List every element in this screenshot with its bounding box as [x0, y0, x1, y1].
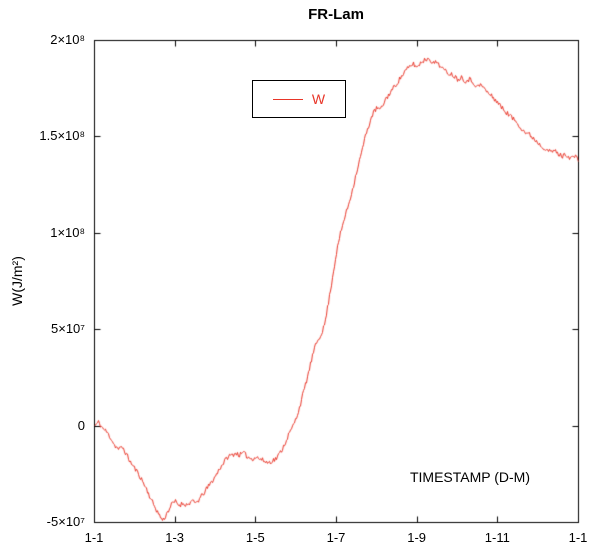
x-tick-label: 1-5 [245, 530, 265, 545]
y-tick-label: 2×10⁸ [50, 32, 85, 47]
chart-title: FR-Lam [308, 6, 364, 23]
legend-series-label: W [311, 91, 326, 107]
y-tick-label: -5×10⁷ [46, 514, 85, 529]
x-axis-label: TIMESTAMP (D-M) [409, 469, 531, 485]
legend-series-line-icon [272, 98, 303, 100]
x-tick-label: 1-1 [84, 530, 104, 545]
y-tick-label: 0 [77, 417, 85, 433]
y-axis-label: W(J/m²) [9, 256, 25, 306]
x-tick-label: 1-1 [568, 530, 588, 545]
y-tick-label: 1×10⁸ [50, 224, 85, 240]
y-tick-label: 5×10⁷ [51, 321, 85, 337]
y-tick-label: 1.5×10⁸ [39, 128, 85, 144]
x-tick-label: 1-9 [407, 530, 427, 545]
x-tick-label: 1-3 [165, 530, 185, 545]
x-tick-label: 1-11 [484, 530, 510, 545]
x-tick-label: 1-7 [326, 530, 346, 545]
legend: W [252, 80, 346, 118]
